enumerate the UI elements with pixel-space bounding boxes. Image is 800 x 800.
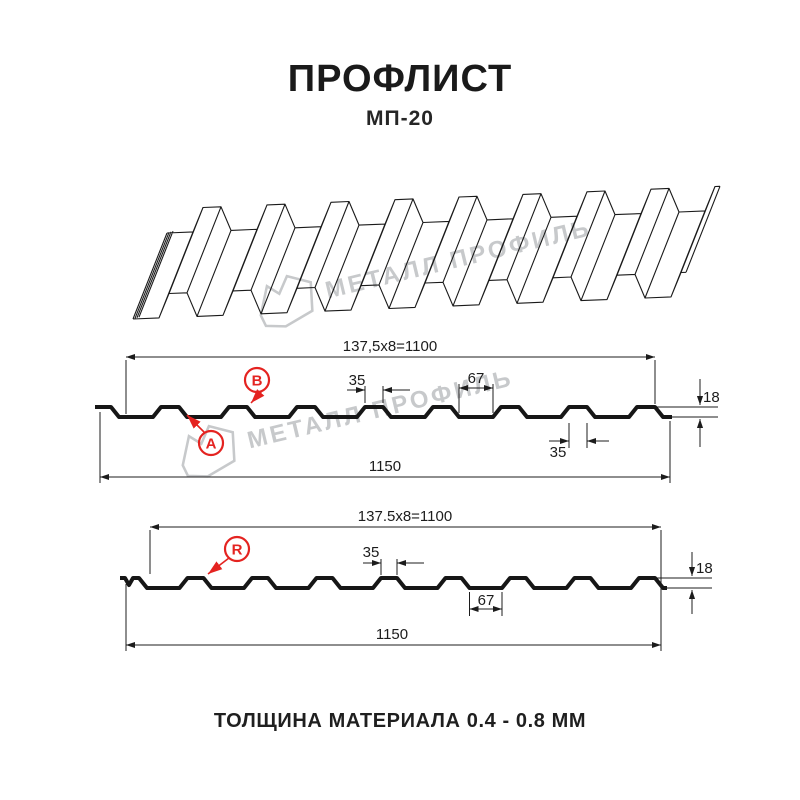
profile-bottom-drawing: 137.5x8=1100 35 67 18 1150 R (120, 508, 713, 651)
profile-bottom-dimensions (125, 523, 712, 651)
dim-67-label-bottom: 67 (478, 592, 495, 609)
dim-span-label-top: 137,5x8=1100 (343, 338, 437, 355)
marker-r: R (207, 535, 251, 575)
dim-1150-label-bottom: 1150 (376, 626, 408, 643)
dim-35-label-top: 35 (349, 372, 366, 389)
profile-bottom-outline (120, 576, 667, 590)
dim-18-label-top: 18 (703, 389, 720, 406)
dim-1150-label-top: 1150 (369, 458, 401, 475)
footer-thickness-note: ТОЛЩИНА МАТЕРИАЛА 0.4 - 0.8 ММ (213, 710, 587, 732)
dim-35-label-bottom: 35 (363, 544, 380, 561)
page-subtitle: МП-20 (366, 107, 434, 130)
marker-b: B (243, 366, 271, 404)
header: ПРОФЛИСТ МП-20 (0, 58, 800, 131)
dim-span-label-bottom: 137.5x8=1100 (358, 508, 452, 525)
dim-18-label-bottom: 18 (696, 560, 713, 577)
marker-a-label: A (206, 436, 217, 453)
sheet-3d-wireframe (132, 185, 721, 320)
page-title: ПРОФЛИСТ (287, 58, 513, 100)
marker-r-label: R (232, 542, 243, 559)
profile-top-drawing: 137,5x8=1100 35 67 18 35 1150 A B (95, 338, 720, 483)
marker-b-label: B (252, 373, 263, 390)
profile-top-outline (95, 405, 672, 419)
dim-35-bottom-label-top: 35 (550, 444, 567, 461)
dim-67-label-top: 67 (468, 370, 485, 387)
sheet-3d-drawing (132, 185, 721, 320)
marker-a: A (186, 414, 225, 457)
